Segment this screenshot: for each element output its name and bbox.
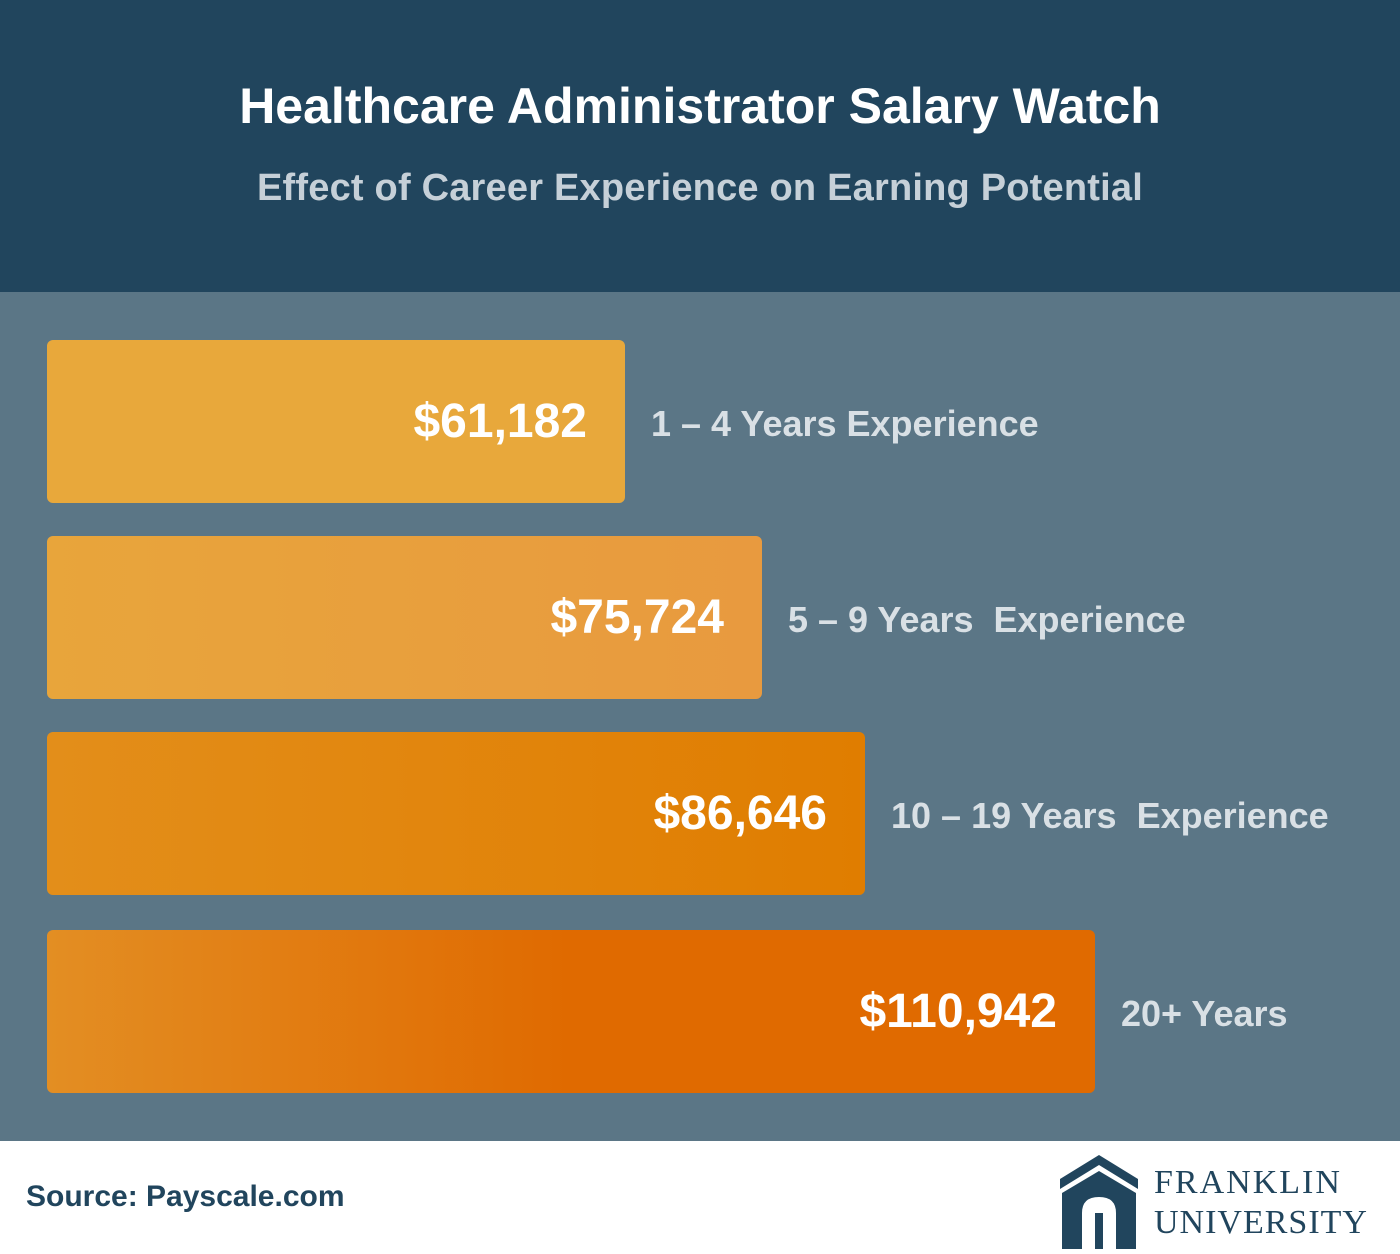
bar-2 — [47, 536, 762, 699]
bar-value-label: $86,646 — [653, 786, 827, 840]
category-label: 5 – 9 Years Experience — [788, 598, 1186, 640]
franklin-arch-icon — [1060, 1155, 1138, 1249]
franklin-university-logo: FRANKLIN UNIVERSITY — [1058, 1153, 1378, 1253]
logo-name: FRANKLIN — [1154, 1164, 1342, 1201]
bar-value-label: $110,942 — [859, 984, 1057, 1038]
bar-value-label: $61,182 — [413, 394, 587, 448]
bar-chart-svg — [47, 340, 1095, 1093]
logo-subname: UNIVERSITY — [1154, 1204, 1368, 1241]
chart-title: Healthcare Administrator Salary Watch — [239, 78, 1161, 134]
footer: Source: Payscale.com FRANKLIN UNIVERSITY — [0, 1141, 1400, 1254]
bar-1 — [47, 340, 625, 503]
category-label: 20+ Years — [1121, 992, 1288, 1034]
bar-chart: $61,182 1 – 4 Years Experience $75,724 5 – … — [0, 292, 1400, 1141]
header: Healthcare Administrator Salary Watch Ef… — [0, 0, 1400, 292]
chart-subtitle: Effect of Career Experience on Earning P… — [257, 167, 1143, 209]
bar-4 — [47, 930, 1095, 1093]
bar-3 — [47, 732, 865, 895]
source-credit: Source: Payscale.com — [26, 1180, 345, 1213]
category-label: 10 – 19 Years Experience — [891, 794, 1329, 836]
category-label: 1 – 4 Years Experience — [651, 402, 1039, 444]
bar-value-label: $75,724 — [550, 590, 724, 644]
